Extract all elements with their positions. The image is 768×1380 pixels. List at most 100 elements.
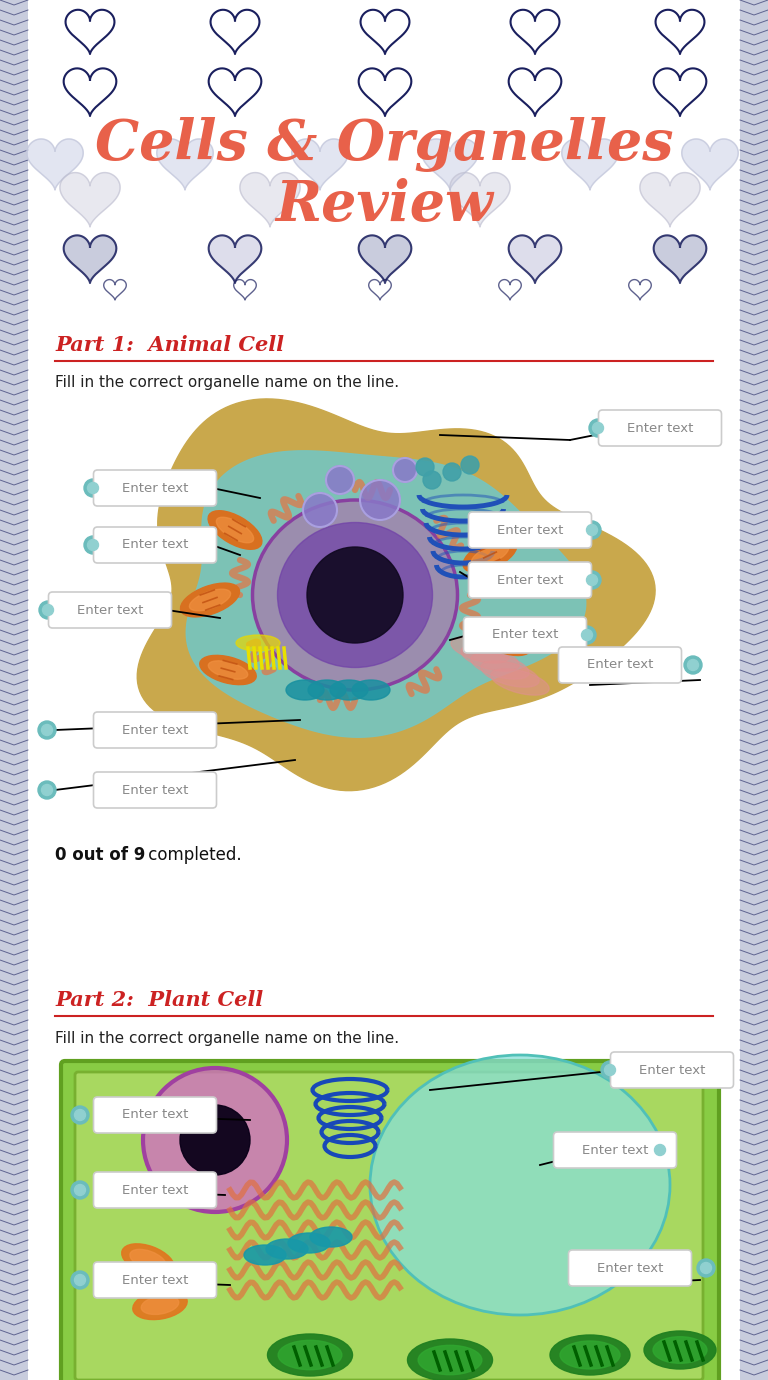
Text: Enter text: Enter text	[122, 1184, 188, 1196]
Circle shape	[697, 1259, 715, 1276]
Circle shape	[88, 540, 98, 551]
Circle shape	[578, 627, 596, 644]
Polygon shape	[240, 172, 300, 226]
Text: Cells & Organelles: Cells & Organelles	[94, 117, 674, 172]
Text: Enter text: Enter text	[77, 603, 143, 617]
Polygon shape	[187, 451, 586, 737]
Circle shape	[180, 1105, 250, 1174]
Ellipse shape	[133, 1290, 187, 1319]
Polygon shape	[498, 280, 521, 299]
Ellipse shape	[644, 1330, 716, 1369]
Polygon shape	[292, 139, 348, 190]
Circle shape	[41, 784, 52, 795]
Polygon shape	[64, 236, 116, 283]
Text: Enter text: Enter text	[492, 628, 558, 642]
Ellipse shape	[560, 1341, 620, 1369]
Polygon shape	[65, 10, 114, 54]
FancyBboxPatch shape	[94, 1261, 217, 1299]
Ellipse shape	[486, 631, 524, 650]
Polygon shape	[654, 69, 707, 116]
Ellipse shape	[471, 653, 529, 679]
Text: completed.: completed.	[143, 846, 242, 864]
Circle shape	[583, 522, 601, 540]
Ellipse shape	[266, 1239, 308, 1259]
Ellipse shape	[180, 584, 240, 617]
Circle shape	[71, 1181, 89, 1199]
Circle shape	[143, 1068, 287, 1212]
Text: Enter text: Enter text	[582, 1144, 648, 1156]
Ellipse shape	[370, 1054, 670, 1315]
Polygon shape	[508, 69, 561, 116]
FancyBboxPatch shape	[468, 562, 591, 598]
FancyBboxPatch shape	[48, 592, 171, 628]
FancyBboxPatch shape	[468, 512, 591, 548]
Polygon shape	[233, 280, 257, 299]
Bar	[0, 0, 28, 1380]
FancyBboxPatch shape	[94, 771, 217, 809]
Polygon shape	[209, 236, 261, 283]
Text: Enter text: Enter text	[639, 1064, 705, 1076]
Ellipse shape	[451, 636, 509, 664]
Text: 0 out of 9: 0 out of 9	[55, 846, 145, 864]
Text: Enter text: Enter text	[122, 1274, 188, 1286]
Ellipse shape	[330, 680, 368, 700]
Text: Part 2:  Plant Cell: Part 2: Plant Cell	[55, 989, 263, 1010]
Ellipse shape	[288, 1232, 330, 1253]
Circle shape	[71, 1271, 89, 1289]
Text: Fill in the correct organelle name on the line.: Fill in the correct organelle name on th…	[55, 375, 399, 391]
Circle shape	[39, 602, 57, 620]
Ellipse shape	[253, 500, 458, 690]
FancyBboxPatch shape	[94, 471, 217, 506]
Circle shape	[74, 1184, 85, 1195]
Ellipse shape	[200, 656, 257, 684]
Ellipse shape	[478, 625, 531, 655]
Text: Enter text: Enter text	[587, 658, 654, 672]
Ellipse shape	[190, 589, 230, 611]
Ellipse shape	[244, 1245, 286, 1265]
Ellipse shape	[277, 523, 432, 668]
FancyBboxPatch shape	[94, 527, 217, 563]
Ellipse shape	[141, 1296, 179, 1315]
Polygon shape	[157, 139, 214, 190]
Polygon shape	[629, 280, 651, 299]
Ellipse shape	[481, 661, 539, 687]
Polygon shape	[360, 10, 409, 54]
Ellipse shape	[121, 1243, 174, 1277]
Circle shape	[601, 1061, 619, 1079]
Circle shape	[71, 1105, 89, 1123]
Ellipse shape	[208, 511, 262, 549]
Polygon shape	[508, 236, 561, 283]
Ellipse shape	[308, 680, 346, 700]
Circle shape	[41, 724, 52, 736]
Polygon shape	[210, 10, 260, 54]
Polygon shape	[450, 172, 510, 226]
Circle shape	[303, 493, 337, 527]
Ellipse shape	[208, 661, 248, 679]
Circle shape	[443, 464, 461, 482]
Circle shape	[604, 1064, 615, 1075]
FancyBboxPatch shape	[75, 1072, 703, 1380]
Text: Enter text: Enter text	[597, 1261, 664, 1275]
Ellipse shape	[352, 680, 390, 700]
Ellipse shape	[472, 544, 508, 566]
FancyBboxPatch shape	[94, 1097, 217, 1133]
Text: Review: Review	[275, 178, 493, 232]
Ellipse shape	[278, 1340, 342, 1370]
Ellipse shape	[653, 1337, 707, 1363]
Circle shape	[651, 1141, 669, 1159]
Ellipse shape	[463, 538, 517, 573]
Circle shape	[587, 574, 598, 585]
Circle shape	[307, 546, 403, 643]
Circle shape	[326, 466, 354, 494]
FancyBboxPatch shape	[94, 1172, 217, 1208]
Circle shape	[654, 1144, 666, 1155]
Polygon shape	[656, 10, 704, 54]
Circle shape	[393, 458, 417, 482]
Ellipse shape	[491, 669, 549, 696]
Polygon shape	[209, 69, 261, 116]
Text: Enter text: Enter text	[497, 523, 563, 537]
Circle shape	[360, 480, 400, 520]
FancyBboxPatch shape	[554, 1132, 677, 1167]
FancyBboxPatch shape	[611, 1052, 733, 1087]
Polygon shape	[369, 280, 391, 299]
